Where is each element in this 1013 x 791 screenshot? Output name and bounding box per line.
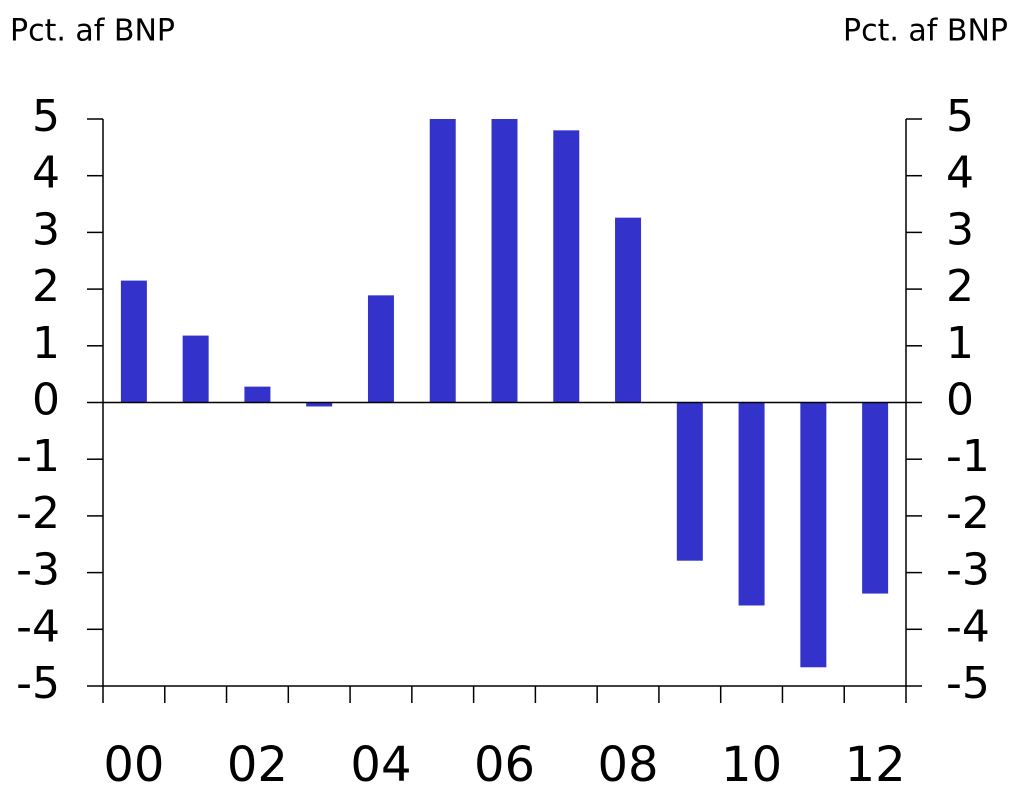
bar [862,402,889,594]
y-tick-label: -4 [16,601,60,652]
y2-tick-label: 3 [946,204,974,255]
x-tick-label: 02 [227,737,288,791]
bar [738,402,765,606]
y2-tick-label: 5 [946,91,974,142]
x-tick-label: 08 [597,737,658,791]
y-tick-label: -2 [16,488,60,539]
y-tick-label: -5 [16,658,60,709]
y-tick-label: 4 [32,148,60,199]
bar [306,402,333,407]
bar [429,119,456,403]
y-tick-label: 0 [32,375,60,426]
x-tick-label: 00 [103,737,164,791]
x-tick-label: 10 [721,737,782,791]
y-tick-label: 2 [32,261,60,312]
y2-tick-label: -3 [946,545,990,596]
y2-tick-label: 2 [946,261,974,312]
bar [244,386,271,403]
y-tick-label: 5 [32,91,60,142]
y-tick-label: 1 [32,318,60,369]
y2-tick-label: -4 [946,601,990,652]
y-tick-label: 3 [32,204,60,255]
x-tick-label: 12 [845,737,906,791]
y-axis-label: Pct. af BNP [10,14,175,49]
y2-axis-label: Pct. af BNP [843,14,1008,49]
y2-tick-label: -2 [946,488,990,539]
bar [676,402,703,561]
y2-tick-label: -1 [946,431,990,482]
x-tick-label: 04 [350,737,411,791]
bar [120,280,147,403]
y2-tick-label: 1 [946,318,974,369]
bar [182,335,209,403]
bar [800,402,827,668]
y-tick-label: -3 [16,545,60,596]
x-tick-label: 06 [474,737,535,791]
y-tick-label: -1 [16,431,60,482]
bar [491,119,518,403]
bar [553,130,580,403]
bar [367,295,394,403]
bar [615,217,642,403]
y2-tick-label: -5 [946,658,990,709]
y2-tick-label: 4 [946,148,974,199]
y2-tick-label: 0 [946,375,974,426]
